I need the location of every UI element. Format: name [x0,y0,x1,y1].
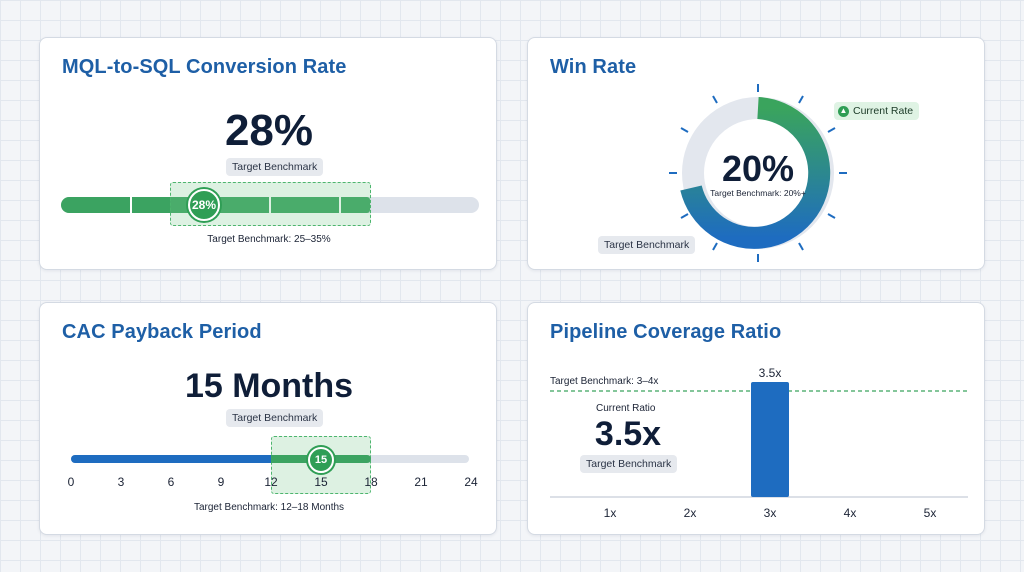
win-target-chip: Target Benchmark [598,236,696,254]
pipe-value: 3.5x [594,415,662,453]
arrow-up-icon: ▲ [838,105,849,117]
mql-value: 28% [224,106,314,155]
cac-caption: Target Benchmark: 12–18 Months [193,502,345,513]
cac-tick-label: 3 [117,475,125,489]
pipe-benchmark-label: Target Benchmark: 3–4x [550,376,659,387]
mql-segment-divider [269,197,271,213]
win-value: 20% [721,148,795,189]
win-donut-ticks [669,84,847,262]
mql-card: MQL-to-SQL Conversion Rate 28% Target Be… [39,37,497,270]
win-donut [669,84,847,262]
pipe-bar [751,382,789,497]
pipe-chart: 1x 2x 3x 3.5x 4x 5x [550,366,968,520]
cac-card: CAC Payback Period 15 Months Target Benc… [39,302,497,535]
pipe-bar-data-label: 3.5x [759,366,782,380]
pipe-x-tick-label: 4x [844,506,857,520]
pipe-card-title: Pipeline Coverage Ratio [550,321,782,343]
pipe-card: Pipeline Coverage Ratio 1x 2x 3x 3.5x 4x 5x T… [527,302,985,535]
cac-tick-label: 21 [414,475,428,489]
cac-tick-label: 24 [464,475,478,489]
mql-target-chip: Target Benchmark [226,158,324,176]
pipe-current-label: Current Ratio [596,403,656,414]
cac-tick-label: 12 [264,475,278,489]
cac-card-title: CAC Payback Period [62,321,262,343]
cac-tick-label: 18 [364,475,378,489]
pipe-target-chip: Target Benchmark [580,455,678,473]
cac-target-chip: Target Benchmark [226,409,324,427]
pipe-x-tick-label: 2x [684,506,697,520]
win-card-title: Win Rate [550,56,637,78]
cac-tick-label: 15 [314,475,328,489]
mql-segment-divider [339,197,341,213]
mql-card-title: MQL-to-SQL Conversion Rate [62,56,347,78]
cac-progress-fill [71,455,271,463]
cac-tick-label: 9 [217,475,225,489]
cac-value-marker: 15 [308,447,334,473]
cac-value: 15 Months [184,367,354,405]
win-card: Win Rate 20% Target Benchmark: 20%+ [527,37,985,270]
pipe-x-tick-label: 1x [604,506,617,520]
mql-segment-divider [130,197,132,213]
win-legend-label: Current Rate [853,105,914,117]
pipe-x-tick-label: 5x [924,506,937,520]
mql-value-marker: 28% [188,189,220,221]
mql-caption: Target Benchmark: 25–35% [207,234,331,245]
cac-tick-label: 0 [67,475,75,489]
win-donut-arc [680,97,831,249]
win-current-rate-legend: ▲ Current Rate [834,102,920,120]
win-sub-caption: Target Benchmark: 20%+ [710,188,806,198]
pipe-x-tick-label: 3x [764,506,777,520]
cac-tick-label: 6 [167,475,175,489]
